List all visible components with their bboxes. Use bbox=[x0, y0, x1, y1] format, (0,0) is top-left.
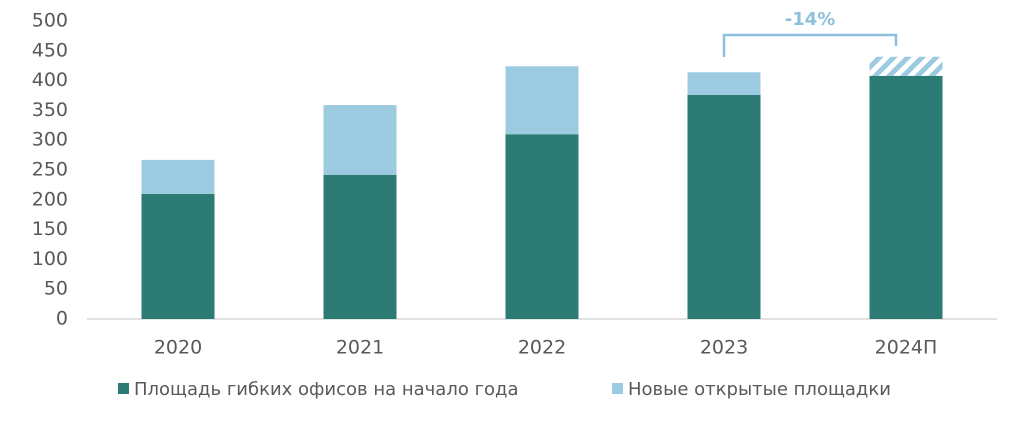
bar bbox=[869, 75, 943, 319]
bar bbox=[323, 105, 397, 175]
bar bbox=[505, 134, 579, 319]
y-tick-label: 150 bbox=[32, 218, 68, 240]
annotation: -14% bbox=[785, 9, 836, 30]
y-tick-label: 0 bbox=[56, 308, 68, 330]
bar bbox=[323, 174, 397, 319]
y-tick-label: 400 bbox=[32, 69, 68, 91]
y-tick-label: 200 bbox=[32, 188, 68, 210]
bar bbox=[141, 159, 215, 194]
bar bbox=[687, 72, 761, 95]
y-tick-label: 300 bbox=[32, 129, 68, 151]
x-tick-label: 2023 bbox=[700, 337, 748, 359]
bar-hatched bbox=[869, 56, 943, 76]
x-tick-label: 2024П bbox=[875, 337, 938, 359]
y-tick-label: 50 bbox=[44, 278, 68, 300]
bar bbox=[687, 94, 761, 320]
legend-label: Новые открытые площадки bbox=[628, 379, 891, 400]
x-tick-label: 2020 bbox=[154, 337, 202, 359]
x-tick-label: 2022 bbox=[518, 337, 566, 359]
legend-swatch bbox=[118, 383, 129, 394]
bar bbox=[505, 66, 579, 135]
bar bbox=[141, 193, 215, 319]
y-tick-label: 350 bbox=[32, 99, 68, 121]
legend-swatch bbox=[612, 383, 623, 394]
annotation-bracket bbox=[722, 33, 898, 57]
y-tick-label: 100 bbox=[32, 248, 68, 270]
y-tick-label: 250 bbox=[32, 159, 68, 181]
x-tick-label: 2021 bbox=[336, 337, 384, 359]
y-tick-label: 500 bbox=[32, 10, 68, 32]
legend-label: Площадь гибких офисов на начало года bbox=[134, 379, 519, 400]
y-tick-label: 450 bbox=[32, 39, 68, 61]
